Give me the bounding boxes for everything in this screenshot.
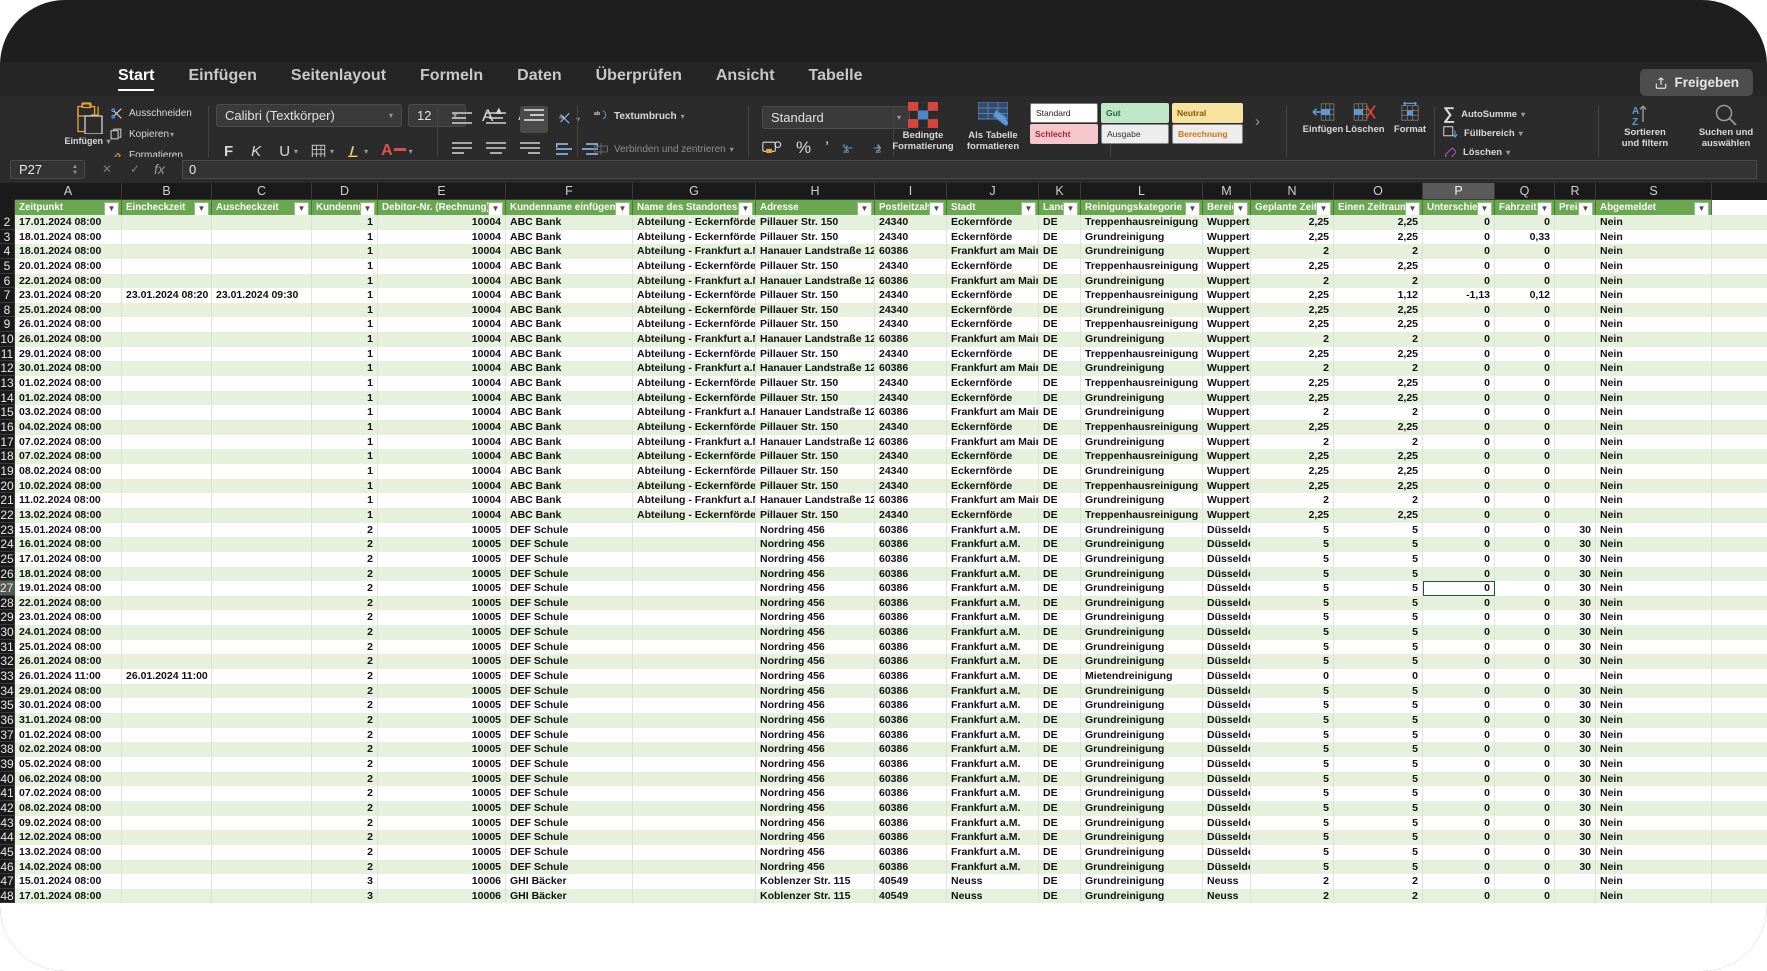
svg-text:ab: ab <box>559 114 564 119</box>
svg-text:ab: ab <box>594 111 600 117</box>
svg-text:.00: .00 <box>875 149 881 154</box>
svg-text:.00: .00 <box>843 149 849 154</box>
svg-text:A: A <box>1632 106 1639 117</box>
svg-text:Z: Z <box>1632 117 1638 126</box>
